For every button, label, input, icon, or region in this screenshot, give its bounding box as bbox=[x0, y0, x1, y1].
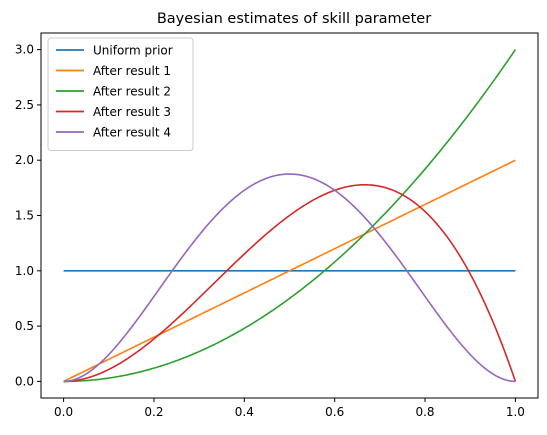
y-tick-label: 1.5 bbox=[15, 209, 34, 223]
legend-label: After result 1 bbox=[93, 64, 171, 78]
series-line-5 bbox=[63, 173, 516, 383]
series-line-2 bbox=[63, 159, 516, 383]
x-tick-label: 0.0 bbox=[54, 405, 73, 419]
y-tick-label: 0.0 bbox=[15, 374, 34, 388]
legend-label: Uniform prior bbox=[93, 44, 173, 58]
y-tick-label: 2.5 bbox=[15, 98, 34, 112]
y-tick-label: 0.5 bbox=[15, 319, 34, 333]
series-line-3 bbox=[63, 49, 517, 383]
y-tick-label: 1.0 bbox=[15, 264, 34, 278]
y-axis: 0.0 0.5 1.0 1.5 2.0 2.5 3.0 bbox=[15, 43, 41, 388]
x-tick-label: 0.8 bbox=[415, 405, 434, 419]
y-tick-label: 3.0 bbox=[15, 43, 34, 57]
x-axis: 0.0 0.2 0.4 0.6 0.8 1.0 bbox=[54, 398, 525, 419]
chart-title: Bayesian estimates of skill parameter bbox=[157, 11, 431, 27]
x-tick-label: 0.6 bbox=[325, 405, 344, 419]
x-tick-label: 0.4 bbox=[235, 405, 254, 419]
x-tick-label: 0.2 bbox=[144, 405, 163, 419]
legend-label: After result 4 bbox=[93, 126, 171, 140]
legend-label: After result 3 bbox=[93, 105, 171, 119]
legend-label: After result 2 bbox=[93, 85, 171, 99]
series-line-4 bbox=[63, 183, 517, 383]
legend-box bbox=[47, 37, 194, 151]
y-tick-label: 2.0 bbox=[15, 153, 34, 167]
x-tick-label: 1.0 bbox=[506, 405, 525, 419]
plot-lines bbox=[63, 49, 517, 383]
legend: Uniform prior After result 1 After result … bbox=[47, 37, 194, 151]
